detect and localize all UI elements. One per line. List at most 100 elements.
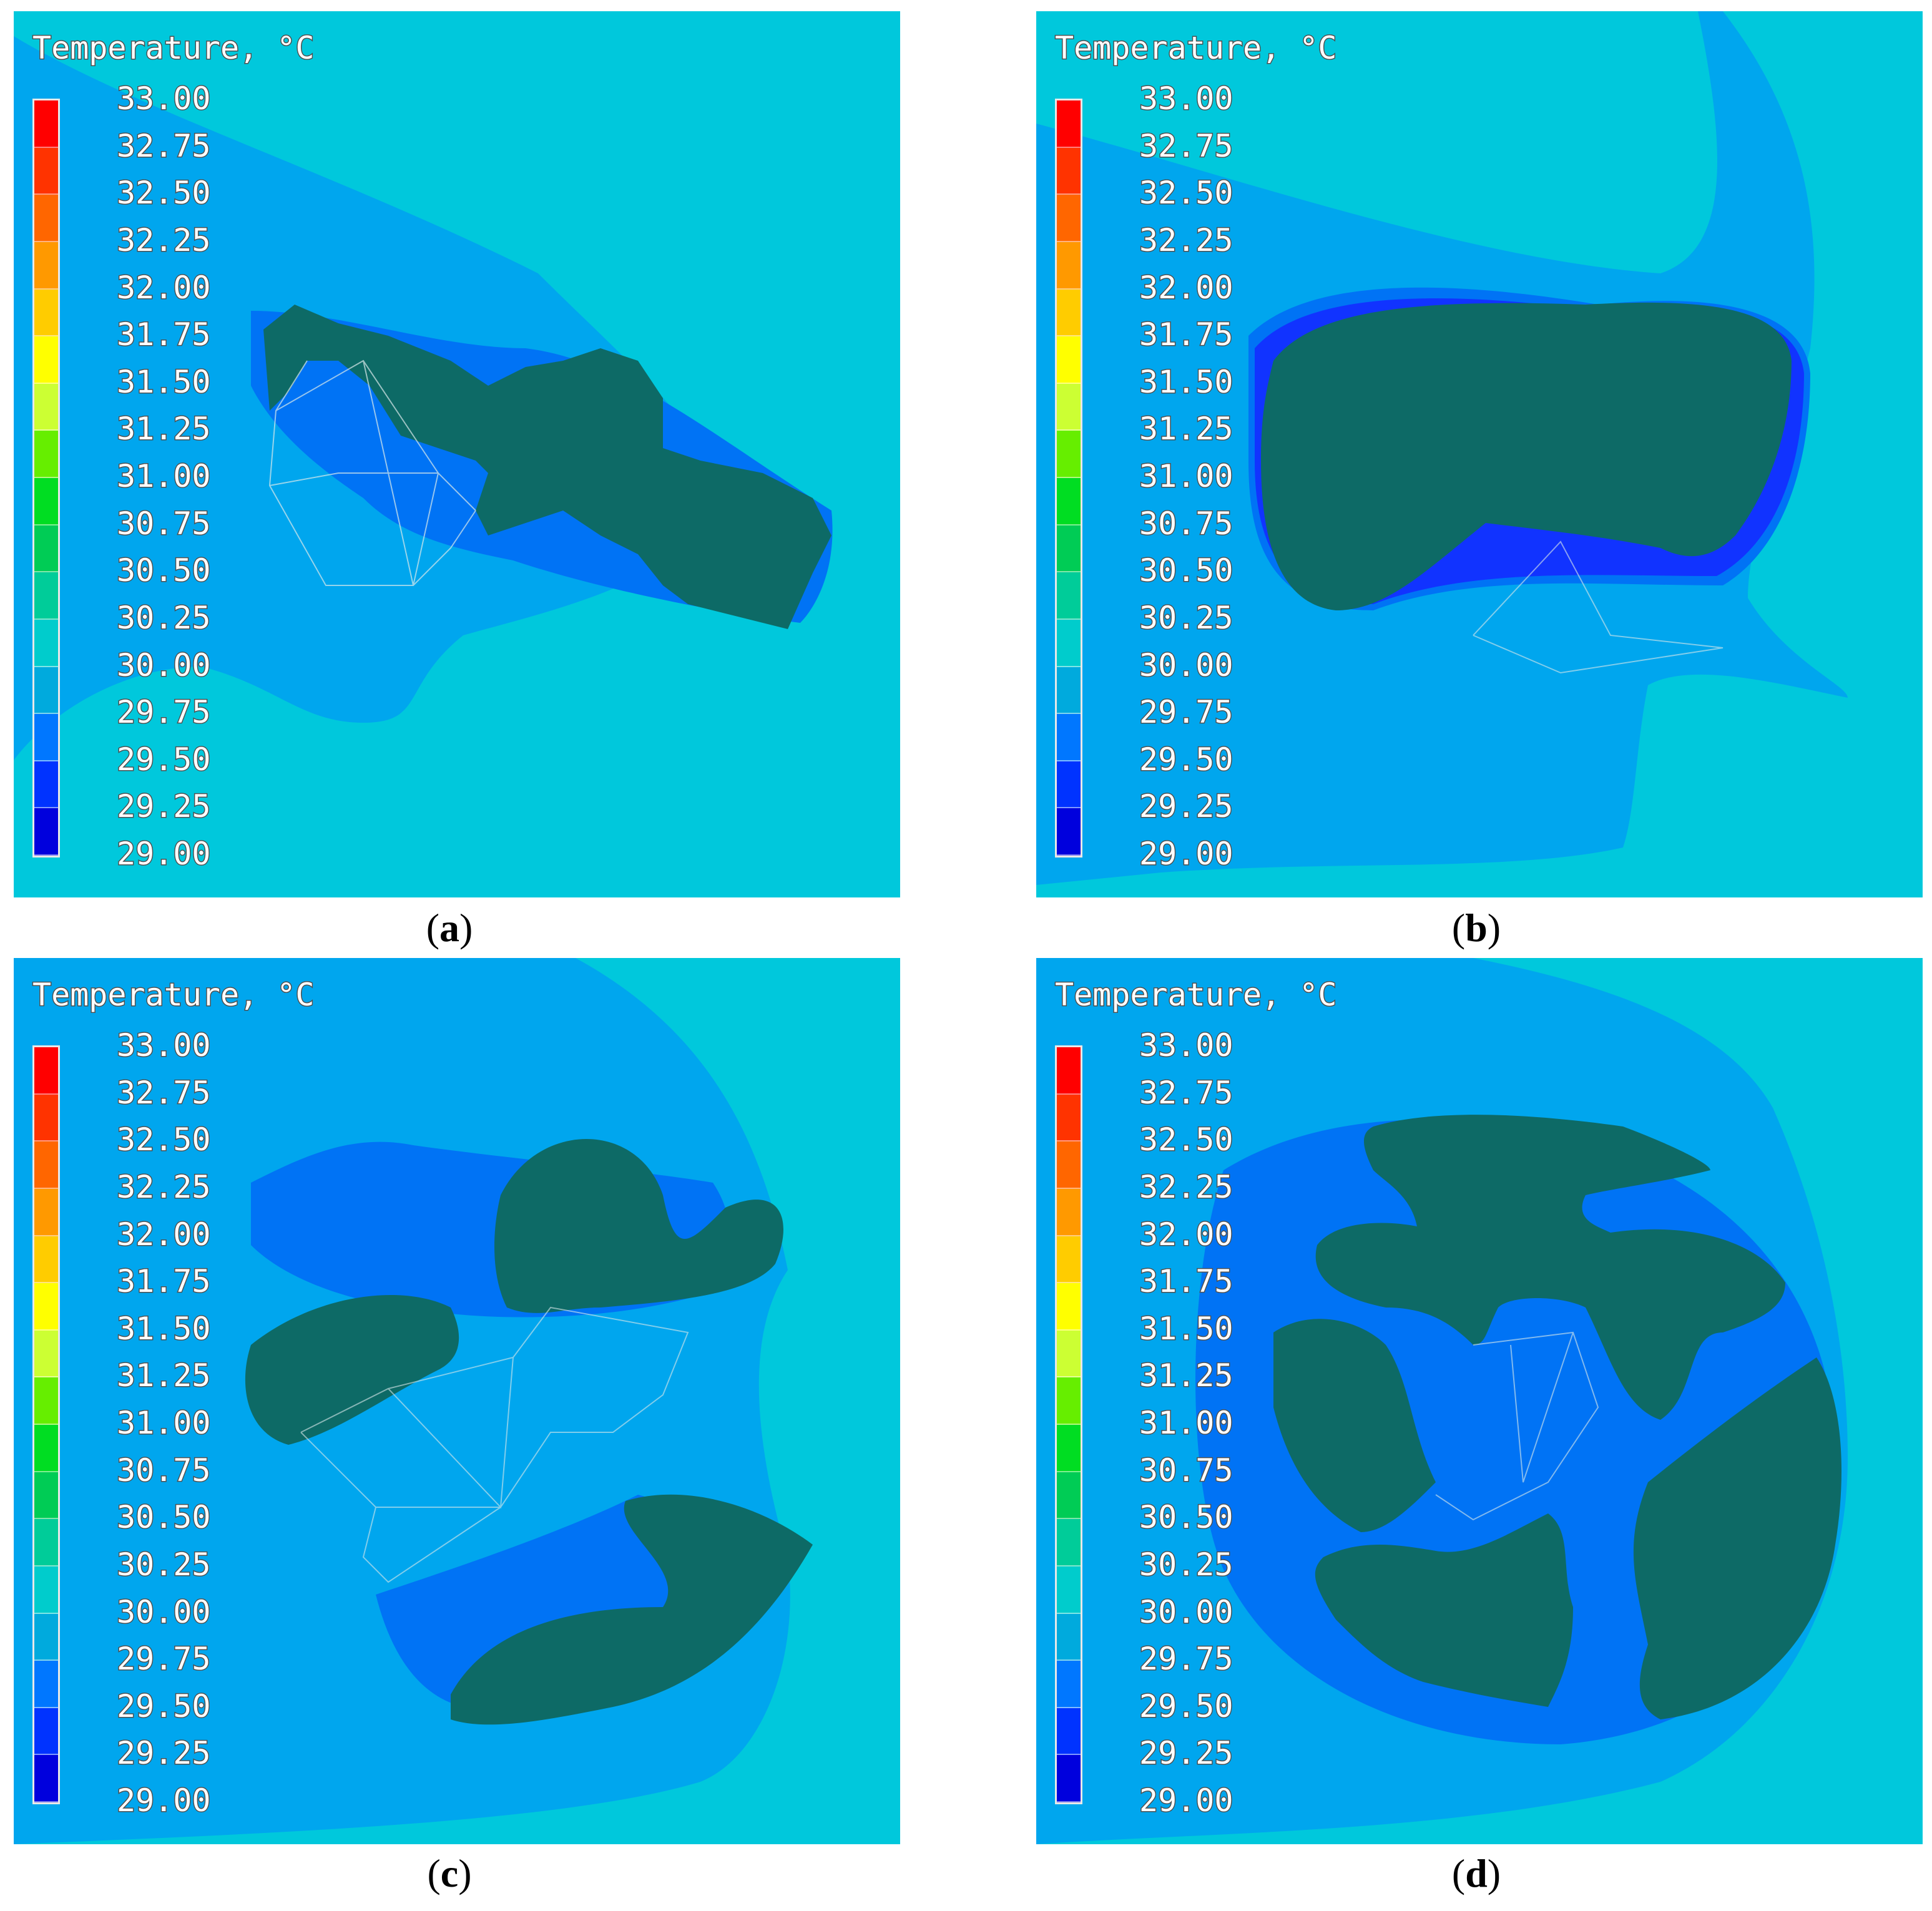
colorbar-tick-label: 29.75 (116, 694, 212, 731)
colorbar-tick-label: 30.00 (116, 1593, 212, 1630)
panel-d: Temperature, °C 33.00 32.75 32.50 32.25 32.0… (1036, 958, 1923, 1844)
caption-letter: d (1465, 1851, 1488, 1895)
colorbar-segment (1057, 1188, 1081, 1236)
colorbar-segment (34, 336, 58, 384)
colorbar-tick-label: 30.50 (1139, 552, 1235, 589)
caption-a: (a) (426, 906, 473, 950)
colorbar-tick-label: 30.25 (116, 1546, 212, 1583)
colorbar-segment (1057, 1613, 1081, 1661)
colorbar-tick-label: 29.00 (1139, 836, 1235, 872)
colorbar (32, 1045, 60, 1804)
colorbar-segment (34, 1377, 58, 1425)
temperature-field-b (1036, 11, 1848, 885)
colorbar-tick-label: 32.50 (1139, 175, 1235, 212)
colorbar-tick-label: 29.00 (116, 1782, 212, 1819)
caption-letter: c (440, 1851, 459, 1895)
colorbar-tick-label: 31.50 (116, 1310, 212, 1347)
colorbar-tick-label: 31.00 (116, 458, 212, 494)
colorbar-segment (34, 1330, 58, 1378)
solid-body-d3 (1315, 1513, 1573, 1707)
colorbar-tick-label: 31.50 (116, 363, 212, 400)
colorbar-segment (1057, 100, 1081, 148)
temperature-field-d (1036, 958, 1848, 1844)
colorbar-segment (1057, 1330, 1081, 1378)
colorbar-tick-label: 32.00 (116, 269, 212, 306)
colorbar-tick-label: 32.00 (1139, 269, 1235, 306)
colorbar-segment (34, 100, 58, 148)
colorbar-tick-label: 30.00 (1139, 647, 1235, 683)
colorbar-segment (1057, 1661, 1081, 1708)
colorbar-tick-label: 31.75 (1139, 316, 1235, 353)
colorbar-tick-label: 31.25 (1139, 411, 1235, 447)
colorbar-segment (34, 195, 58, 242)
colorbar-tick-label: 30.75 (1139, 505, 1235, 542)
colorbar-tick-label: 31.00 (116, 1405, 212, 1441)
colorbar-segment (1057, 761, 1081, 809)
colorbar-tick-label: 30.00 (1139, 1593, 1235, 1630)
colorbar-tick-label: 33.00 (116, 81, 212, 117)
panel-a: Temperature, °C 33.00 32.75 32.50 32.25 32.0… (14, 11, 900, 897)
colorbar-segment (1057, 525, 1081, 573)
caption-letter: b (1465, 906, 1488, 950)
colorbar-segment (34, 667, 58, 715)
colorbar-tick-label: 32.00 (1139, 1216, 1235, 1253)
contour-c2 (376, 1495, 704, 1707)
colorbar-tick-label: 30.75 (116, 505, 212, 542)
colorbar-tick-label: 32.75 (1139, 1074, 1235, 1111)
colorbar-segment (34, 1047, 58, 1095)
colorbar-tick-label: 31.00 (1139, 1405, 1235, 1441)
colorbar-tick-label: 33.00 (116, 1027, 212, 1063)
colorbar-tick-label: 32.50 (116, 175, 212, 212)
colorbar-segment (34, 1425, 58, 1472)
colorbar-tick-label: 29.75 (1139, 1641, 1235, 1678)
colorbar-tick-label: 29.75 (1139, 694, 1235, 731)
colorbar-segment (34, 572, 58, 620)
colorbar-tick-label: 31.75 (116, 1263, 212, 1300)
colorbar-tick-label: 31.25 (116, 411, 212, 447)
colorbar-segment (34, 1472, 58, 1520)
temperature-field-c (14, 958, 813, 1844)
colorbar-tick-label: 29.50 (116, 741, 212, 778)
caption-c: (c) (427, 1851, 472, 1895)
colorbar-segment (34, 714, 58, 761)
panel-c: Temperature, °C 33.00 32.75 32.50 32.25 32.0… (14, 958, 900, 1844)
colorbar-segment (1057, 1094, 1081, 1142)
colorbar-tick-label: 29.25 (116, 1735, 212, 1772)
legend-title: Temperature, °C (32, 29, 316, 67)
wireframe-d (1435, 1331, 1599, 1521)
colorbar-segment (34, 1283, 58, 1331)
solid-body-c2 (245, 1295, 459, 1445)
colorbar-segment (1057, 383, 1081, 431)
colorbar-segment (1057, 714, 1081, 761)
colorbar (1055, 1045, 1082, 1804)
colorbar-segment (34, 808, 58, 856)
colorbar-tick-label: 32.25 (1139, 222, 1235, 258)
colorbar-segment (34, 1519, 58, 1566)
colorbar-segment (1057, 1236, 1081, 1284)
colorbar-segment (1057, 336, 1081, 384)
colorbar-segment (1057, 1519, 1081, 1566)
legend-title: Temperature, °C (1054, 976, 1338, 1014)
colorbar-tick-label: 32.50 (116, 1122, 212, 1158)
colorbar-segment (1057, 195, 1081, 242)
colorbar-segment (1057, 431, 1081, 478)
colorbar-segment (1057, 242, 1081, 290)
caption-b: (b) (1451, 906, 1501, 950)
colorbar-segment (1057, 619, 1081, 667)
colorbar-tick-label: 29.75 (116, 1641, 212, 1678)
colorbar-segment (34, 242, 58, 290)
colorbar-tick-label: 32.25 (116, 1168, 212, 1205)
colorbar-segment (1057, 1283, 1081, 1331)
colorbar-segment (34, 1141, 58, 1189)
colorbar-tick-label: 32.00 (116, 1216, 212, 1253)
colorbar-segment (34, 1661, 58, 1708)
colorbar-segment (1057, 572, 1081, 620)
colorbar-tick-label: 29.50 (1139, 1688, 1235, 1724)
colorbar-segment (34, 1094, 58, 1142)
colorbar-tick-label: 31.00 (1139, 458, 1235, 494)
colorbar-tick-label: 30.50 (116, 1499, 212, 1536)
legend-title: Temperature, °C (32, 976, 316, 1014)
colorbar-segment (34, 1613, 58, 1661)
colorbar-segment (34, 289, 58, 337)
colorbar-tick-label: 29.50 (116, 1688, 212, 1724)
